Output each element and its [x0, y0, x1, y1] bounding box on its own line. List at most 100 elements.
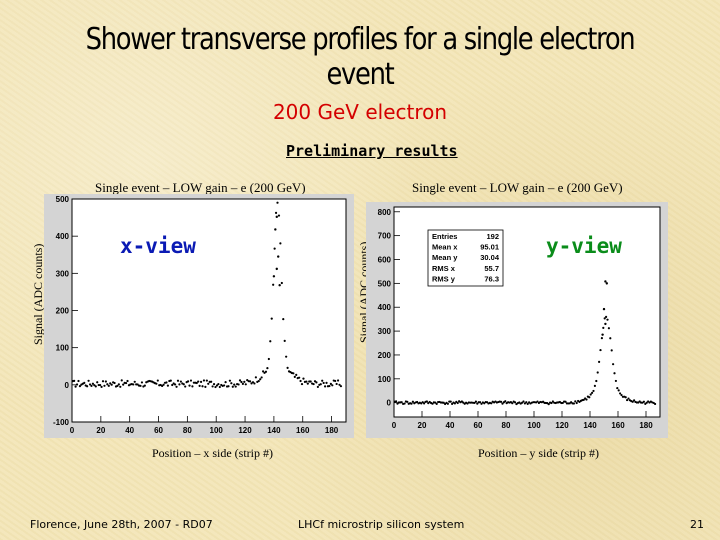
data-point — [87, 379, 90, 382]
data-point — [103, 384, 106, 387]
x-tick-label: 140 — [267, 426, 281, 435]
data-point — [207, 382, 210, 385]
data-point — [606, 318, 609, 321]
data-point — [302, 377, 305, 380]
data-point — [230, 382, 233, 385]
data-point — [122, 383, 125, 386]
x-tick-label: 60 — [474, 421, 483, 430]
x-tick-label: 40 — [125, 426, 134, 435]
data-point — [605, 282, 608, 285]
data-point — [272, 283, 275, 286]
y-tick-label: 600 — [378, 256, 392, 265]
x-tick-label: 0 — [70, 426, 75, 435]
data-point — [217, 383, 220, 386]
data-point — [526, 402, 529, 405]
data-point — [604, 280, 607, 283]
data-point — [292, 372, 295, 375]
data-point — [593, 384, 596, 387]
data-point — [423, 402, 426, 405]
data-point — [479, 401, 482, 404]
data-point — [178, 383, 181, 386]
data-point — [609, 337, 612, 340]
data-point — [116, 384, 119, 388]
data-point — [410, 402, 413, 405]
data-point — [264, 370, 268, 373]
data-point — [626, 398, 629, 402]
data-point — [155, 382, 158, 385]
y-tick-label: 500 — [56, 195, 70, 204]
data-point — [234, 385, 237, 388]
data-point — [416, 400, 419, 404]
data-point — [511, 402, 514, 405]
y-tick-label: 400 — [378, 303, 392, 312]
data-point — [605, 315, 608, 319]
data-point — [322, 381, 325, 385]
y-tick-label: 100 — [56, 344, 70, 353]
data-point — [237, 383, 240, 386]
slide-title: Shower transverse profiles for a single … — [85, 22, 636, 92]
data-point — [195, 381, 198, 385]
data-point — [501, 402, 504, 405]
data-point — [325, 381, 328, 384]
data-point — [582, 398, 585, 401]
data-point — [75, 383, 79, 386]
data-point — [272, 275, 276, 278]
x-view-label: x-view — [120, 234, 196, 258]
data-point — [315, 381, 318, 384]
data-point — [601, 333, 604, 336]
data-point — [274, 228, 277, 231]
footer-center: LHCf microstrip silicon system — [298, 518, 465, 531]
data-point — [124, 381, 128, 385]
y-panel-xlabel: Position – y side (strip #) — [478, 446, 600, 460]
data-point — [602, 307, 606, 311]
data-point — [224, 381, 227, 384]
data-point — [654, 402, 657, 406]
data-point — [133, 380, 136, 383]
data-point — [306, 382, 309, 385]
data-point — [94, 385, 97, 388]
data-point — [277, 214, 281, 217]
data-point — [283, 339, 286, 342]
data-point — [431, 402, 434, 405]
stats-value: 192 — [486, 232, 499, 241]
data-point — [321, 379, 324, 382]
data-point — [312, 382, 315, 386]
data-point — [474, 400, 477, 403]
data-point — [269, 340, 272, 343]
data-point — [273, 247, 276, 250]
data-point — [480, 402, 483, 405]
data-point — [627, 397, 630, 400]
data-point — [244, 383, 247, 386]
data-point — [231, 385, 234, 388]
data-point — [110, 383, 113, 386]
data-point — [334, 379, 337, 383]
data-point — [442, 401, 445, 404]
data-point — [403, 402, 406, 405]
data-point — [214, 385, 217, 389]
data-point — [253, 382, 256, 385]
data-point — [171, 383, 174, 387]
data-point — [446, 402, 449, 405]
data-point — [406, 400, 409, 403]
data-point — [143, 384, 146, 387]
data-point — [251, 381, 255, 384]
y-tick-label: 300 — [378, 327, 392, 336]
data-point — [106, 383, 109, 386]
y-tick-label: 0 — [65, 381, 70, 390]
data-point — [278, 284, 281, 287]
x-tick-label: 60 — [154, 426, 163, 435]
x-tick-label: 180 — [325, 426, 339, 435]
data-point — [329, 382, 332, 385]
data-point — [88, 383, 92, 386]
data-point — [140, 381, 144, 384]
data-point — [204, 385, 207, 388]
stats-key: Entries — [432, 232, 457, 241]
stats-key: RMS y — [432, 274, 456, 283]
data-point — [300, 382, 304, 386]
data-point — [614, 379, 617, 383]
data-point — [211, 385, 214, 388]
data-point — [175, 385, 178, 388]
data-point — [156, 379, 159, 382]
data-point — [119, 385, 122, 388]
